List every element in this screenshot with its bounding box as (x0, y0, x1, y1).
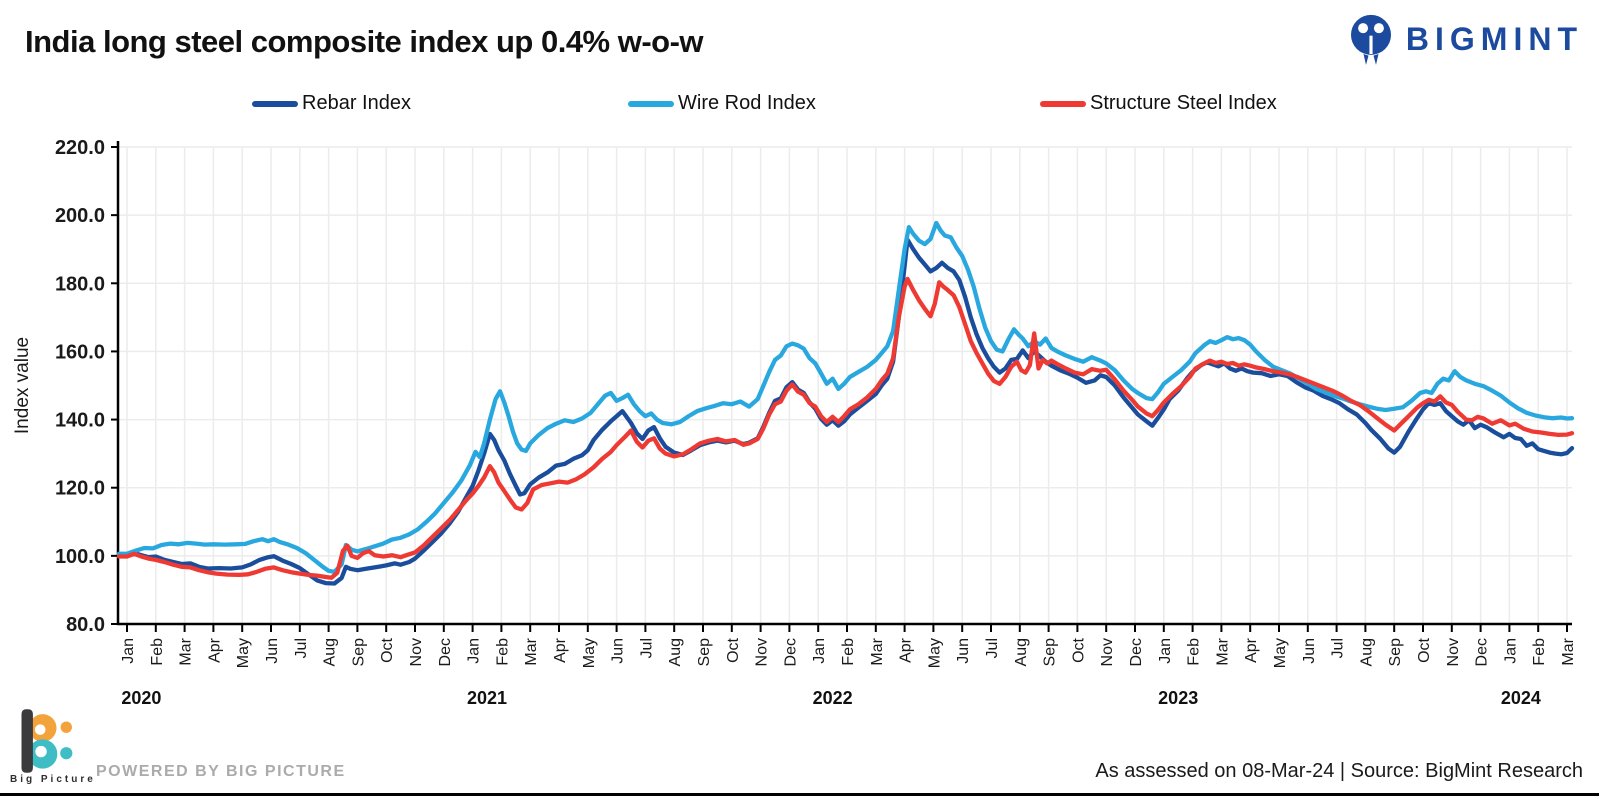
month-label: Sep (350, 638, 367, 667)
y-tick-label: 120.0 (55, 478, 105, 500)
series-structure-steel-index (116, 276, 1575, 580)
month-label: May (1272, 638, 1289, 668)
month-label: Sep (1042, 638, 1059, 667)
footer-divider (0, 793, 1599, 796)
month-label: Feb (149, 638, 166, 666)
year-label: 2022 (813, 688, 853, 708)
month-label: May (235, 638, 252, 668)
month-label: Dec (437, 638, 454, 666)
month-label: Jul (293, 638, 310, 658)
month-label: Jun (1301, 638, 1318, 664)
month-label: Sep (696, 638, 713, 667)
month-label: Oct (1070, 637, 1087, 662)
month-label: Mar (523, 637, 540, 665)
y-tick-label: 100.0 (55, 546, 105, 568)
month-label: Jan (1502, 638, 1519, 664)
bigmint-logo: BIGMINT (1346, 12, 1583, 66)
month-label: Dec (1128, 638, 1145, 666)
bigmint-wordmark: BIGMINT (1405, 20, 1583, 57)
y-tick-label: 180.0 (55, 273, 105, 295)
legend-label: Wire Rod Index (678, 92, 816, 114)
month-label: Jul (984, 638, 1001, 658)
month-label: Jun (610, 638, 627, 664)
month-label: Apr (898, 637, 915, 663)
month-label: Feb (1531, 638, 1548, 666)
month-label: Jan (811, 638, 828, 664)
page-title: India long steel composite index up 0.4%… (25, 24, 704, 59)
y-tick-label: 80.0 (66, 614, 105, 636)
legend-item-wire-rod: Wire Rod Index (628, 92, 816, 115)
year-label: 2021 (467, 688, 507, 708)
month-label: Dec (1474, 638, 1491, 666)
month-label: Apr (206, 637, 223, 663)
y-tick-label: 140.0 (55, 410, 105, 432)
month-label: Jan (120, 638, 137, 664)
wire-rod-swatch (628, 100, 674, 107)
legend-label: Rebar Index (302, 92, 411, 114)
series-wire-rod-index (116, 220, 1575, 575)
month-label: May (581, 638, 598, 668)
month-label: Jan (466, 638, 483, 664)
composite-index-chart: 80.0 100.0 120.0 140.0 160.0 180.0 200.0 220.0 J… (0, 128, 1599, 712)
year-label: 2023 (1158, 688, 1198, 708)
month-label: Apr (1243, 637, 1260, 663)
y-tick-label: 160.0 (55, 341, 105, 363)
month-label: Aug (667, 638, 684, 666)
month-label: Mar (1560, 637, 1577, 665)
month-label: Jan (1157, 638, 1174, 664)
month-label: Oct (379, 637, 396, 662)
legend-item-rebar: Rebar Index (252, 92, 411, 115)
bigmint-icon (1350, 14, 1391, 65)
month-label: Feb (840, 638, 857, 666)
month-label: Mar (869, 637, 886, 665)
month-label: Nov (1445, 638, 1462, 666)
y-tick-label: 200.0 (55, 205, 105, 227)
month-label: Oct (1416, 637, 1433, 662)
month-label: Jun (955, 638, 972, 664)
big-picture-logo (21, 709, 73, 773)
month-label: Nov (1099, 638, 1116, 666)
month-label: Nov (754, 638, 771, 666)
y-tick-label: 220.0 (55, 137, 105, 159)
month-label: May (926, 638, 943, 668)
structure-steel-swatch (1040, 100, 1086, 107)
chart-legend: Rebar Index Wire Rod Index Structure Ste… (0, 92, 1599, 118)
month-label: Aug (1013, 638, 1030, 666)
rebar-swatch (252, 100, 298, 107)
month-label: Aug (1358, 638, 1375, 666)
series-rebar-index (116, 237, 1575, 586)
year-label: 2020 (121, 688, 161, 708)
source-attribution: As assessed on 08-Mar-24 | Source: BigMi… (1095, 760, 1583, 782)
month-label: Nov (408, 638, 425, 666)
legend-item-structure-steel: Structure Steel Index (1040, 92, 1277, 115)
month-label: Dec (782, 638, 799, 666)
y-axis-title: Index value (12, 337, 33, 434)
month-label: Sep (1387, 638, 1404, 667)
month-label: Mar (178, 637, 195, 665)
month-label: Feb (494, 638, 511, 666)
powered-by-text: POWERED BY BIG PICTURE (96, 763, 346, 780)
month-label: Apr (552, 637, 569, 663)
legend-label: Structure Steel Index (1090, 92, 1277, 114)
month-label: Jul (1330, 638, 1347, 658)
month-label: Oct (725, 637, 742, 662)
month-label: Aug (322, 638, 339, 666)
month-label: Mar (1214, 637, 1231, 665)
big-picture-caption: Big Picture (10, 774, 96, 785)
month-label: Jun (264, 638, 281, 664)
month-label: Feb (1186, 638, 1203, 666)
year-label: 2024 (1501, 688, 1541, 708)
month-label: Jul (638, 638, 655, 658)
